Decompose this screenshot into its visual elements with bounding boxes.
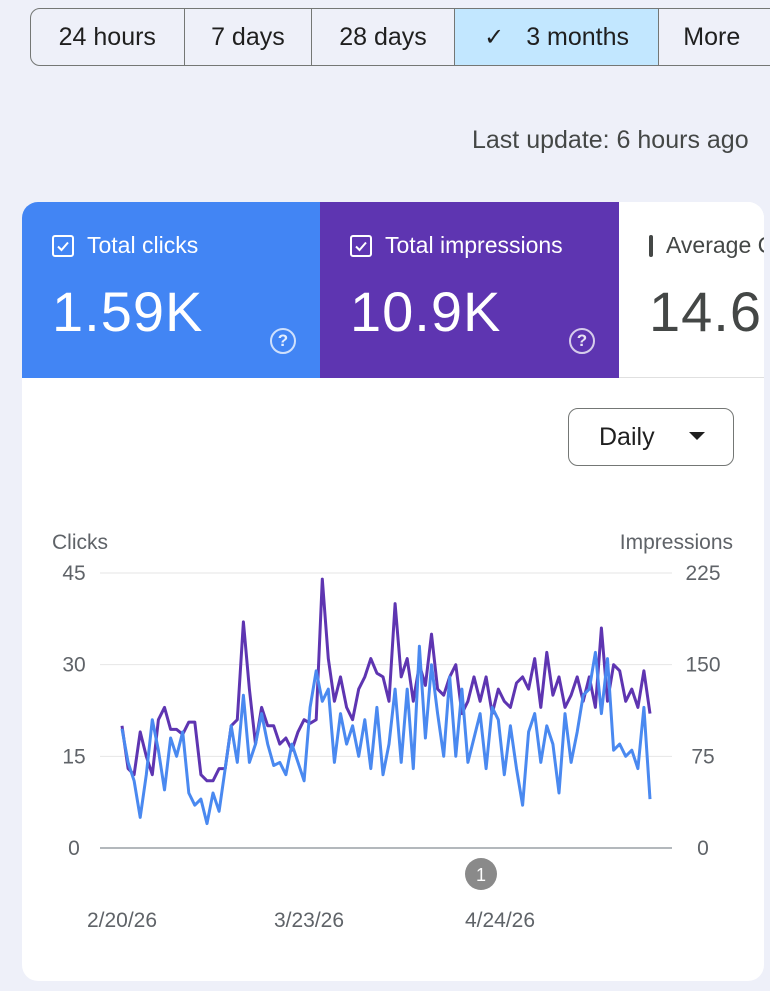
checkmark-icon: ✓ — [484, 23, 505, 51]
metric-value: 10.9K — [350, 280, 502, 343]
date-range-tabs: 24 hours 7 days 28 days ✓ 3 months More — [30, 8, 770, 66]
metric-label: Total clicks — [87, 232, 199, 258]
metric-label: Total impressions — [385, 232, 563, 258]
series-line-clicks — [120, 644, 652, 826]
annotation-marker-label: 1 — [476, 865, 486, 885]
metric-value: 1.59K — [52, 280, 204, 343]
help-icon[interactable]: ? — [569, 328, 595, 354]
x-axis-tick-label: 4/24/26 — [465, 909, 535, 932]
tab-label: 24 hours — [58, 22, 156, 51]
x-axis-tick-label: 2/20/26 — [87, 909, 157, 932]
right-axis-tick-label: 150 — [685, 654, 720, 677]
right-axis-tick-label: 0 — [697, 837, 709, 860]
left-axis-title: Clicks — [52, 531, 108, 554]
left-axis-tick-label: 30 — [62, 654, 85, 677]
last-update-text: Last update: 6 hours ago — [472, 126, 749, 154]
dropdown-arrow-icon — [689, 432, 705, 440]
tab-7-days[interactable]: 7 days — [185, 9, 313, 65]
performance-chart: Clicks Impressions 0 15 30 45 0 75 150 225 2/2… — [52, 531, 733, 932]
metric-value: 14.6% — [649, 280, 764, 343]
right-axis-title: Impressions — [620, 531, 733, 554]
checkbox-checked-icon[interactable] — [52, 234, 74, 257]
annotation-marker[interactable]: 1 — [465, 858, 497, 890]
right-axis-tick-label: 225 — [685, 562, 720, 585]
tab-24-hours[interactable]: 24 hours — [31, 9, 185, 65]
tab-3-months[interactable]: ✓ 3 months — [454, 9, 660, 65]
annotation-marker-circle[interactable] — [465, 858, 497, 890]
checkbox-checked-icon[interactable] — [350, 234, 372, 257]
checkbox-unchecked-icon[interactable] — [649, 234, 653, 257]
metric-average-ctr[interactable]: Average CTR 14.6% — [619, 202, 764, 378]
tab-label: 7 days — [211, 22, 285, 51]
tab-label: 3 months — [526, 22, 630, 51]
left-axis-tick-label: 15 — [62, 745, 85, 768]
tab-label: More — [683, 22, 741, 51]
chart-gridlines — [100, 572, 672, 849]
tab-label: 28 days — [339, 22, 427, 51]
granularity-label: Daily — [599, 422, 655, 451]
metric-total-clicks[interactable]: Total clicks 1.59K ? — [22, 202, 320, 378]
series-line-impressions — [120, 577, 652, 783]
metric-total-impressions[interactable]: Total impressions 10.9K ? — [320, 202, 619, 378]
x-axis-tick-label: 3/23/26 — [274, 909, 344, 932]
help-icon[interactable]: ? — [270, 328, 296, 354]
granularity-dropdown[interactable]: Daily — [568, 408, 734, 466]
performance-card: Total clicks 1.59K ? Total impressions 1… — [22, 202, 764, 981]
right-axis-tick-label: 75 — [691, 745, 714, 768]
tab-more[interactable]: More — [659, 9, 770, 65]
tab-28-days[interactable]: 28 days — [312, 9, 455, 65]
left-axis-tick-label: 0 — [68, 837, 80, 860]
left-axis-tick-label: 45 — [62, 562, 85, 585]
metric-label: Average CTR — [666, 232, 764, 258]
